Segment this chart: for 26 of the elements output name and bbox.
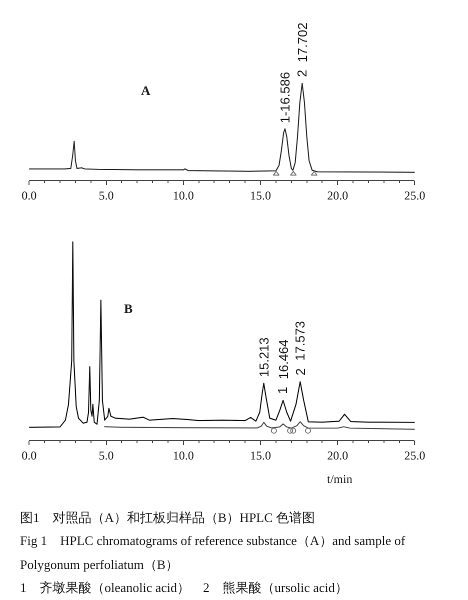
annotation: 2 xyxy=(292,368,308,376)
text: B xyxy=(124,301,133,316)
annotation: 1 xyxy=(275,386,290,394)
x-axis-title: t/min xyxy=(327,472,352,486)
x-tick-label: 10.0 xyxy=(172,448,194,462)
caption: Fig 1 HPLC chromatograms of reference substance（A）and sample of Polygonum perfoliatum（B） xyxy=(20,533,406,572)
x-tick-label: 15.0 xyxy=(250,188,272,202)
annotation: 15.213 xyxy=(256,337,272,378)
annotation: 16.464 xyxy=(276,339,291,380)
x-tick-label: 0.0 xyxy=(22,188,37,202)
x-tick-label: 20.0 xyxy=(327,448,348,462)
x-tick-label: 5.0 xyxy=(98,188,114,202)
text: 1 齐墩果酸（oleanolic acid） 2 熊果酸（ursolic acid） xyxy=(20,580,348,595)
x-tick-label: 5.0 xyxy=(98,448,114,462)
annotation: 17.573 xyxy=(292,320,308,361)
x-tick-label: 0.0 xyxy=(22,448,37,462)
x-tick-label: 15.0 xyxy=(250,448,272,462)
x-tick-label: 25.0 xyxy=(404,448,426,462)
chart-title: A xyxy=(141,83,151,98)
x-tick-label: 25.0 xyxy=(404,188,426,202)
annotation: 17.702 xyxy=(295,22,310,62)
caption: 图1 对照品（A）和扛板归样品（B）HPLC 色谱图 xyxy=(20,510,316,525)
x-tick-label: 10.0 xyxy=(172,188,194,202)
annotation: 2 xyxy=(294,70,310,78)
annotation: 1-16.586 xyxy=(278,72,293,124)
x-tick-label: 20.0 xyxy=(327,188,348,202)
